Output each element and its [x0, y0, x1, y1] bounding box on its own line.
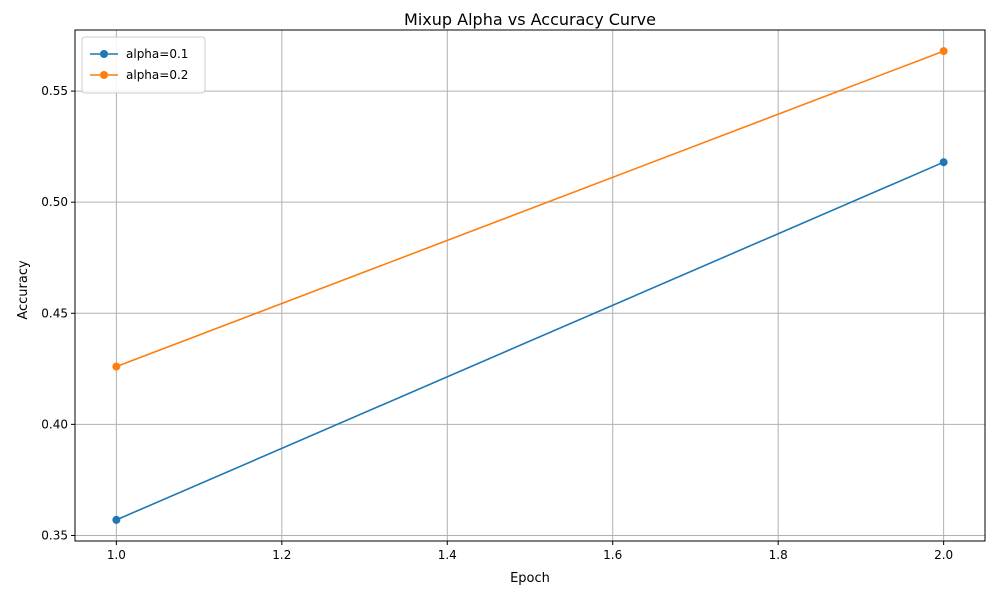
- y-tick-label: 0.40: [41, 417, 68, 431]
- data-point: [112, 362, 121, 371]
- legend-label: alpha=0.1: [126, 47, 188, 61]
- x-tick-label: 1.2: [272, 548, 291, 562]
- legend-box: [81, 36, 206, 94]
- x-tick-label: 2.0: [934, 548, 953, 562]
- legend-label: alpha=0.2: [126, 68, 188, 82]
- data-point: [112, 515, 121, 524]
- x-axis-ticks: 1.0 1.2 1.4 1.6 1.8 2.0: [107, 541, 953, 562]
- x-tick-label: 1.6: [603, 548, 622, 562]
- y-axis-label: Accuracy: [16, 260, 31, 320]
- plot-frame: [74, 29, 986, 542]
- legend: alpha=0.1 alpha=0.2: [81, 36, 206, 94]
- x-tick-label: 1.0: [107, 548, 126, 562]
- legend-marker: [100, 50, 108, 58]
- legend-marker: [100, 71, 108, 79]
- x-tick-label: 1.4: [438, 548, 457, 562]
- series-line: [116, 161, 944, 521]
- series-line: [116, 50, 944, 368]
- data-point: [939, 158, 948, 167]
- y-tick-label: 0.55: [41, 84, 68, 98]
- y-tick-label: 0.50: [41, 195, 68, 209]
- x-tick-label: 1.8: [769, 548, 788, 562]
- y-tick-label: 0.45: [41, 306, 68, 320]
- grid-lines: [75, 30, 985, 541]
- data-point: [939, 47, 948, 56]
- chart-title: Mixup Alpha vs Accuracy Curve: [404, 10, 656, 29]
- y-tick-label: 0.35: [41, 528, 68, 542]
- series-lines: [112, 47, 948, 524]
- y-axis-ticks: 0.35 0.40 0.45 0.50 0.55: [41, 84, 75, 542]
- x-axis-label: Epoch: [510, 571, 550, 586]
